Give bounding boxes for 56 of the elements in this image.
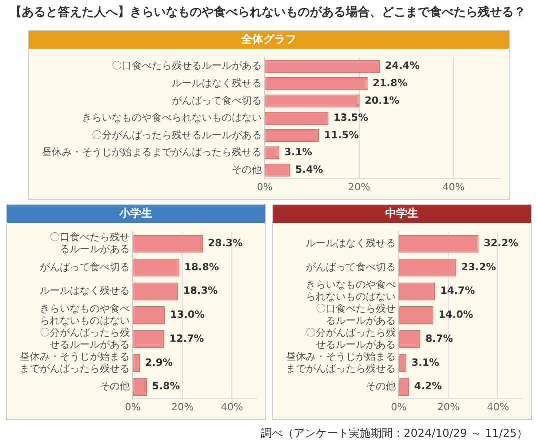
y-tick-label: ルールはなく残せる	[172, 78, 262, 90]
y-tick-label: 〇口食べたら残せるルールがある	[112, 60, 262, 72]
data-label: 18.8%	[184, 262, 220, 274]
y-tick-label: 昼休み・そうじが始まるまでがんばったら残せる	[20, 352, 130, 375]
y-tick-label: 昼休み・そうじが始まるまでがんばったら残せる	[286, 352, 396, 375]
y-tick-label: その他	[232, 164, 262, 176]
x-tick-label: 20%	[437, 402, 460, 414]
data-label: 14.7%	[440, 286, 476, 298]
data-label: 18.3%	[183, 286, 218, 298]
x-tick-label: 40%	[487, 402, 510, 414]
y-tick-label: 〇口食べたら残せるルールがある	[316, 303, 396, 328]
y-tick-label: きらいなものや食べられないものはない	[40, 303, 130, 328]
y-tick-label: 〇分がんばったら残せるルールがある	[92, 129, 262, 142]
data-label: 5.8%	[152, 382, 180, 393]
y-tick-label: がんばって食べ切る	[306, 261, 396, 274]
data-label: 3.1%	[284, 148, 312, 159]
x-tick-label: 20%	[171, 402, 194, 414]
x-tick-label: 20%	[348, 182, 371, 194]
y-tick-label: ルールはなく残せる	[306, 238, 396, 250]
data-label: 28.3%	[208, 238, 243, 250]
chart-title: 【あると答えた人へ】きらいなものや食べられないものがある場合、どこまで食べたら残せる？	[9, 4, 527, 21]
y-tick-label: 〇分がんばったら残せるルールがある	[306, 326, 396, 351]
chart-subtitle: 全体グラフ	[29, 31, 509, 49]
data-label: 12.7%	[169, 334, 204, 345]
data-label: 24.4%	[385, 61, 420, 72]
data-label: 13.0%	[170, 310, 205, 322]
y-tick-label: 〇口食べたら残せるルールがある	[50, 232, 130, 256]
data-label: 14.0%	[438, 310, 474, 322]
x-tick-label: 40%	[442, 182, 465, 194]
data-label: 3.1%	[412, 358, 440, 369]
chart-title: 中学生	[273, 205, 531, 223]
y-tick-label: 昼休み・そうじが始まるまでがんばったら残せる	[42, 146, 262, 159]
chart-title: 小学生	[7, 205, 265, 223]
data-label: 21.8%	[372, 78, 408, 90]
data-label: 8.7%	[426, 334, 454, 345]
y-tick-label: その他	[100, 380, 130, 393]
data-label: 4.2%	[414, 382, 442, 393]
y-tick-label: その他	[366, 380, 396, 393]
data-label: 11.5%	[324, 130, 359, 142]
x-tick-label: 0%	[391, 402, 407, 414]
y-tick-label: がんばって食べ切る	[40, 261, 130, 274]
data-label: 23.2%	[462, 262, 496, 274]
x-tick-label: 0%	[257, 182, 273, 194]
data-label: 5.4%	[295, 164, 324, 176]
text: 調べ（アンケート実施期間：2024/10/29 ～ 11/25）	[260, 426, 528, 441]
y-tick-label: きらいなものや食べられないものはない	[306, 279, 396, 304]
y-tick-label: きらいなものや食べられないものはない	[82, 112, 262, 124]
y-tick-label: ルールはなく残せる	[40, 285, 130, 298]
data-label: 20.1%	[364, 96, 400, 107]
y-tick-label: がんばって食べ切る	[172, 94, 262, 107]
x-tick-label: 0%	[125, 402, 141, 414]
data-label: 13.5%	[334, 113, 368, 124]
data-label: 2.9%	[145, 358, 173, 369]
y-tick-label: 〇分がんばったら残せるルールがある	[40, 326, 130, 351]
x-tick-label: 40%	[221, 402, 244, 414]
data-label: 32.2%	[484, 238, 519, 250]
